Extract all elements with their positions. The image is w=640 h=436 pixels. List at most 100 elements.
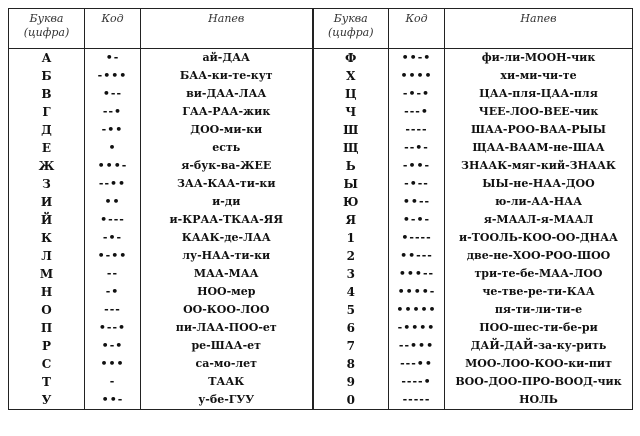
- cell-letter: Т: [8, 373, 85, 391]
- header-code-right: Код: [388, 8, 445, 49]
- cell-tune: есть: [140, 139, 314, 157]
- cell-letter: Е: [8, 139, 85, 157]
- cell-tune: ВОО-ДОО-ПРО-ВООД-чик: [444, 373, 633, 391]
- cell-code: -----: [388, 391, 445, 410]
- table-row: А •- ай-ДАА Ф ••-• фи-ли-МООН-чик: [8, 48, 633, 67]
- cell-tune: ТААК: [140, 373, 314, 391]
- cell-code: -•-: [84, 229, 141, 247]
- cell-code: ••--: [388, 193, 445, 211]
- table-row: Г --• ГАА-РАА-жик Ч ---• ЧЕЕ-ЛОО-ВЕЕ-чик: [8, 103, 633, 121]
- header-tune-text: Напев: [208, 12, 245, 25]
- table-row: Т - ТААК 9 ----• ВОО-ДОО-ПРО-ВООД-чик: [8, 373, 633, 391]
- header-row: Буква (цифра) Код Напев Буква (цифра) Ко…: [8, 8, 633, 49]
- cell-tune: три-те-бе-МАА-ЛОО: [444, 265, 633, 283]
- cell-letter: Ы: [312, 175, 389, 193]
- cell-tune: и-КРАА-ТКАА-ЯЯ: [140, 211, 314, 229]
- table-row: У ••- у-бе-ГУУ 0 ----- НОЛЬ: [8, 391, 633, 410]
- cell-code: --•: [84, 103, 141, 121]
- table-row: П •--• пи-ЛАА-ПОО-ет 6 -•••• ПОО-шес-ти-бе-ри: [8, 319, 633, 337]
- cell-code: --: [84, 265, 141, 283]
- cell-tune: ОО-КОО-ЛОО: [140, 301, 314, 319]
- cell-tune: са-мо-лет: [140, 355, 314, 373]
- table-row: Д -•• ДОО-ми-ки Ш ---- ШАА-РОО-ВАА-РЫЫ: [8, 121, 633, 139]
- cell-code: --•••: [388, 337, 445, 355]
- cell-code: •••-: [84, 157, 141, 175]
- cell-letter: Х: [312, 67, 389, 85]
- cell-tune: пя-ти-ли-ти-е: [444, 301, 633, 319]
- cell-tune: фи-ли-МООН-чик: [444, 48, 633, 67]
- cell-tune: ЧЕЕ-ЛОО-ВЕЕ-чик: [444, 103, 633, 121]
- cell-code: ---: [84, 301, 141, 319]
- table-row: Р •-• ре-ШАА-ет 7 --••• ДАЙ-ДАЙ-за-ку-рить: [8, 337, 633, 355]
- table-row: М -- МАА-МАА 3 •••-- три-те-бе-МАА-ЛОО: [8, 265, 633, 283]
- cell-code: --•-: [388, 139, 445, 157]
- header-letter-text: Буква (цифра): [327, 12, 374, 39]
- cell-letter: С: [8, 355, 85, 373]
- cell-letter: Ч: [312, 103, 389, 121]
- header-code-text: Код: [101, 12, 124, 25]
- cell-tune: пи-ЛАА-ПОО-ет: [140, 319, 314, 337]
- cell-letter: Р: [8, 337, 85, 355]
- cell-code: -••-: [388, 157, 445, 175]
- cell-code: ----•: [388, 373, 445, 391]
- cell-tune: ай-ДАА: [140, 48, 314, 67]
- cell-code: ••-: [84, 391, 141, 410]
- cell-tune: я-бук-ва-ЖЕЕ: [140, 157, 314, 175]
- cell-letter: Г: [8, 103, 85, 121]
- table-row: К -•- КААК-де-ЛАА 1 •---- и-ТООЛЬ-КОО-ОО-ДНАА: [8, 229, 633, 247]
- header-code-text: Код: [405, 12, 428, 25]
- cell-letter: Ц: [312, 85, 389, 103]
- cell-code: •-•-: [388, 211, 445, 229]
- cell-letter: Н: [8, 283, 85, 301]
- cell-code: -•-•: [388, 85, 445, 103]
- cell-tune: МАА-МАА: [140, 265, 314, 283]
- table-row: Н -• НОО-мер 4 ••••- че-тве-ре-ти-КАА: [8, 283, 633, 301]
- table-row: Л •-•• лу-НАА-ти-ки 2 ••--- две-не-ХОО-РОО-ШО…: [8, 247, 633, 265]
- cell-letter: 7: [312, 337, 389, 355]
- table-row: Б -••• БАА-ки-те-кут Х •••• хи-ми-чи-те: [8, 67, 633, 85]
- header-letter-text: Буква (цифра): [23, 12, 70, 39]
- cell-tune: ГАА-РАА-жик: [140, 103, 314, 121]
- table-row: Ж •••- я-бук-ва-ЖЕЕ Ь -••- ЗНААК-мяг-кий-ЗНАА…: [8, 157, 633, 175]
- cell-letter: 1: [312, 229, 389, 247]
- cell-code: --••: [84, 175, 141, 193]
- morse-code-table: Буква (цифра) Код Напев Буква (цифра) Ко…: [8, 8, 633, 410]
- cell-code: •: [84, 139, 141, 157]
- cell-tune: я-МААЛ-я-МААЛ: [444, 211, 633, 229]
- cell-code: ---••: [388, 355, 445, 373]
- cell-tune: ре-ШАА-ет: [140, 337, 314, 355]
- table-row: С ••• са-мо-лет 8 ---•• МОО-ЛОО-КОО-ки-пит: [8, 355, 633, 373]
- cell-tune: ви-ДАА-ЛАА: [140, 85, 314, 103]
- cell-code: -••••: [388, 319, 445, 337]
- cell-letter: Б: [8, 67, 85, 85]
- cell-letter: 8: [312, 355, 389, 373]
- cell-letter: Ж: [8, 157, 85, 175]
- cell-letter: В: [8, 85, 85, 103]
- cell-letter: Д: [8, 121, 85, 139]
- cell-code: •••••: [388, 301, 445, 319]
- cell-tune: че-тве-ре-ти-КАА: [444, 283, 633, 301]
- cell-letter: 0: [312, 391, 389, 410]
- cell-tune: ЗНААК-мяг-кий-ЗНААК: [444, 157, 633, 175]
- cell-tune: БАА-ки-те-кут: [140, 67, 314, 85]
- cell-letter: 6: [312, 319, 389, 337]
- header-code-left: Код: [84, 8, 141, 49]
- cell-tune: хи-ми-чи-те: [444, 67, 633, 85]
- cell-letter: З: [8, 175, 85, 193]
- header-tune-left: Напев: [140, 8, 314, 49]
- cell-tune: МОО-ЛОО-КОО-ки-пит: [444, 355, 633, 373]
- cell-tune: у-бе-ГУУ: [140, 391, 314, 410]
- cell-letter: П: [8, 319, 85, 337]
- cell-letter: Й: [8, 211, 85, 229]
- cell-code: •--: [84, 85, 141, 103]
- cell-tune: КААК-де-ЛАА: [140, 229, 314, 247]
- cell-code: •••--: [388, 265, 445, 283]
- cell-letter: Ь: [312, 157, 389, 175]
- cell-code: •---: [84, 211, 141, 229]
- cell-code: •----: [388, 229, 445, 247]
- cell-code: •-••: [84, 247, 141, 265]
- cell-letter: К: [8, 229, 85, 247]
- cell-letter: У: [8, 391, 85, 410]
- cell-letter: 2: [312, 247, 389, 265]
- cell-letter: Л: [8, 247, 85, 265]
